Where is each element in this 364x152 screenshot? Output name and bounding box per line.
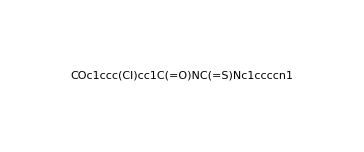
Text: COc1ccc(Cl)cc1C(=O)NC(=S)Nc1ccccn1: COc1ccc(Cl)cc1C(=O)NC(=S)Nc1ccccn1: [71, 71, 293, 81]
